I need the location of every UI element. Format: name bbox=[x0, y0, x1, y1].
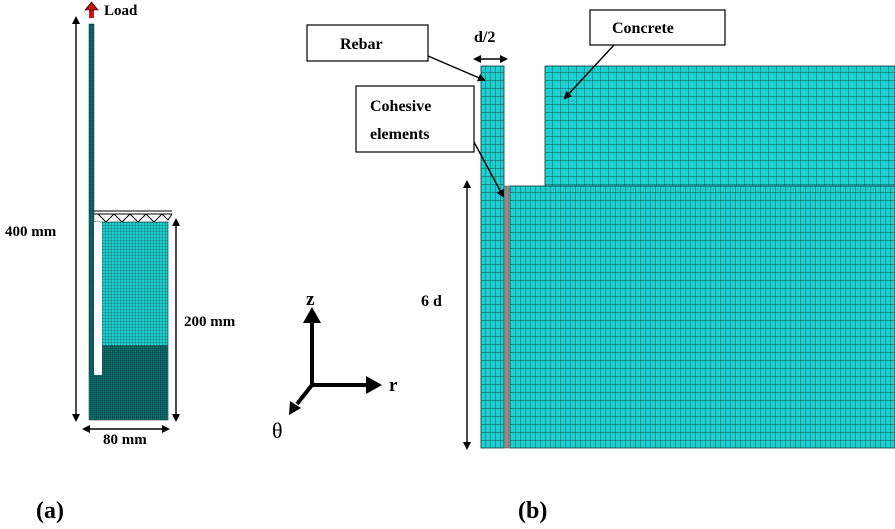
width-label: 80 mm bbox=[103, 432, 147, 448]
rebar-mesh-a bbox=[88, 23, 95, 421]
embed-label: 6 d bbox=[421, 293, 442, 310]
load-arrow-icon bbox=[84, 1, 99, 18]
concrete-dense-zone-a bbox=[94, 345, 168, 420]
caption-a: (a) bbox=[36, 498, 64, 524]
rebar-embed-a bbox=[89, 375, 94, 420]
support-icon bbox=[94, 210, 173, 223]
height-label: 400 mm bbox=[5, 224, 57, 240]
concrete-callout-box bbox=[589, 9, 726, 46]
coordinate-axes: z r θ bbox=[272, 289, 398, 443]
theta-axis bbox=[295, 383, 314, 406]
theta-axis-label: θ bbox=[272, 418, 283, 443]
caption-b: (b) bbox=[518, 498, 547, 524]
concrete-height-label: 200 mm bbox=[184, 314, 236, 330]
rebar-mesh-b bbox=[480, 65, 505, 449]
panel-b: Rebar d/2 Concrete Cohesive elements 6 d… bbox=[306, 9, 895, 524]
panel-a: Load 400 mm 200 mm 80 mm (a) bbox=[5, 1, 236, 524]
rebar-cavity-a bbox=[94, 222, 102, 375]
cohesive-label-line1: Cohesive bbox=[370, 98, 431, 115]
cohesive-label-line2: elements bbox=[370, 126, 430, 143]
rebar-callout-box bbox=[306, 24, 429, 62]
concrete-label: Concrete bbox=[612, 20, 674, 37]
concrete-pointer bbox=[563, 44, 615, 100]
concrete-mesh-upper bbox=[544, 65, 895, 189]
half-d-label: d/2 bbox=[474, 29, 495, 46]
load-label: Load bbox=[104, 3, 138, 19]
cohesive-callout-box bbox=[355, 85, 475, 153]
cohesive-elements-strip bbox=[503, 185, 511, 449]
cohesive-pointer bbox=[473, 141, 504, 198]
r-axis-label: r bbox=[389, 375, 398, 396]
rebar-pointer bbox=[427, 55, 486, 82]
concrete-mesh-lower bbox=[509, 185, 895, 449]
z-axis-label: z bbox=[306, 289, 315, 310]
rebar-label: Rebar bbox=[340, 36, 383, 53]
